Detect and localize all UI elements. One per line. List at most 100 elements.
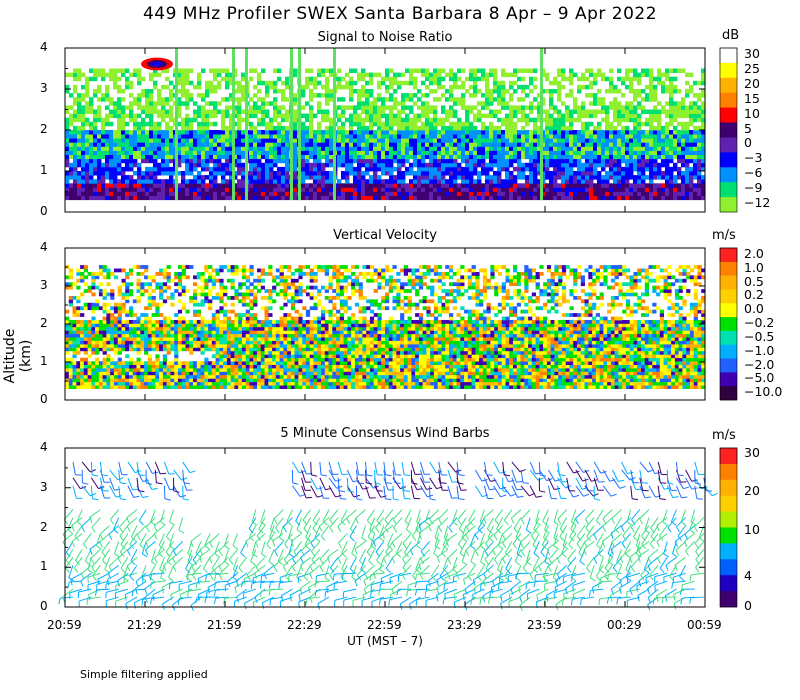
vv-cell (177, 309, 183, 314)
snr-cell (313, 191, 318, 196)
snr-cell (525, 187, 530, 192)
vv-cell (174, 337, 179, 341)
snr-cell (665, 121, 670, 127)
vv-cell (159, 313, 164, 317)
snr-cell (381, 130, 386, 135)
snr-cell (109, 166, 114, 172)
snr-cell (369, 138, 374, 143)
vv-cell (174, 340, 179, 345)
snr-cell (357, 125, 362, 131)
vv-cell (129, 306, 134, 311)
snr-cell (181, 158, 186, 164)
snr-cell (597, 150, 602, 155)
snr-cell (493, 171, 498, 176)
snr-cell (433, 109, 438, 114)
snr-cell (325, 76, 330, 82)
vv-cell (132, 326, 137, 331)
snr-cell (233, 158, 238, 164)
snr-cell (329, 68, 334, 73)
snr-cell (449, 162, 454, 168)
snr-cell (145, 109, 150, 114)
snr-cell (441, 195, 446, 201)
snr-cell (637, 113, 642, 119)
colorbar-swatch (720, 167, 737, 183)
snr-cell (385, 113, 390, 119)
snr-cell (565, 166, 570, 172)
snr-cell (141, 146, 146, 151)
snr-cell (629, 187, 634, 192)
snr-cell (641, 195, 646, 201)
snr-cell (77, 130, 82, 135)
snr-cell (385, 162, 390, 168)
snr-cell (305, 130, 310, 135)
vv-cell (106, 340, 111, 345)
snr-cell (701, 89, 706, 94)
snr-cell (345, 183, 350, 188)
snr-cell (577, 175, 582, 180)
snr-cell (473, 166, 478, 172)
snr-cell (249, 183, 254, 188)
snr-cell (645, 109, 650, 114)
snr-cell (549, 142, 554, 147)
snr-cell (121, 166, 126, 172)
snr-cell (317, 183, 322, 188)
snr-cell (277, 105, 282, 110)
snr-cell (181, 195, 186, 201)
snr-cell (425, 150, 430, 155)
snr-cell (209, 68, 214, 73)
snr-cell (117, 142, 122, 147)
snr-cell (549, 121, 554, 127)
snr-cell (465, 158, 470, 164)
snr-cell (609, 76, 614, 82)
snr-cell (673, 68, 678, 73)
snr-cell (505, 187, 510, 192)
snr-cell (269, 175, 274, 180)
snr-cell (617, 175, 622, 180)
snr-cell (493, 187, 498, 192)
vv-cell (166, 378, 171, 383)
snr-cell (137, 113, 142, 119)
snr-cell (201, 130, 206, 135)
snr-cell (693, 101, 698, 106)
snr-cell (65, 138, 70, 143)
snr-cell (633, 166, 638, 172)
y-tick-label: 0 (40, 392, 48, 406)
snr-cell (465, 142, 470, 147)
snr-cell (325, 125, 330, 131)
snr-cell (529, 171, 534, 176)
snr-cell (613, 109, 618, 114)
snr-cell (429, 187, 434, 192)
snr-cell (361, 121, 366, 127)
snr-cell (389, 125, 394, 131)
snr-cell (277, 171, 282, 176)
snr-cell (565, 76, 570, 82)
snr-cell (269, 101, 274, 106)
snr-cell (305, 191, 310, 196)
snr-cell (589, 138, 594, 143)
snr-cell (197, 125, 202, 131)
snr-cell (81, 166, 86, 172)
snr-cell (381, 121, 386, 127)
vv-cell (117, 292, 122, 297)
snr-cell (157, 187, 162, 192)
vv-cell (177, 330, 183, 335)
snr-cell (385, 154, 390, 160)
snr-cell (417, 158, 422, 164)
snr-cell (453, 158, 458, 164)
snr-cell (601, 191, 606, 196)
snr-cell (305, 187, 310, 192)
snr-cell (561, 146, 566, 151)
vv-cell (181, 344, 186, 348)
snr-cell (505, 134, 510, 139)
snr-cell (377, 97, 382, 102)
snr-cell (101, 154, 106, 160)
snr-cell (561, 195, 566, 201)
snr-cell (269, 187, 274, 192)
snr-cell (97, 179, 102, 184)
colorbar-swatch (720, 122, 737, 138)
snr-cell (609, 142, 614, 147)
snr-cell (217, 187, 222, 192)
panel-title-snr: Signal to Noise Ratio (317, 30, 453, 45)
snr-cell (233, 195, 238, 201)
snr-cell (545, 130, 550, 135)
